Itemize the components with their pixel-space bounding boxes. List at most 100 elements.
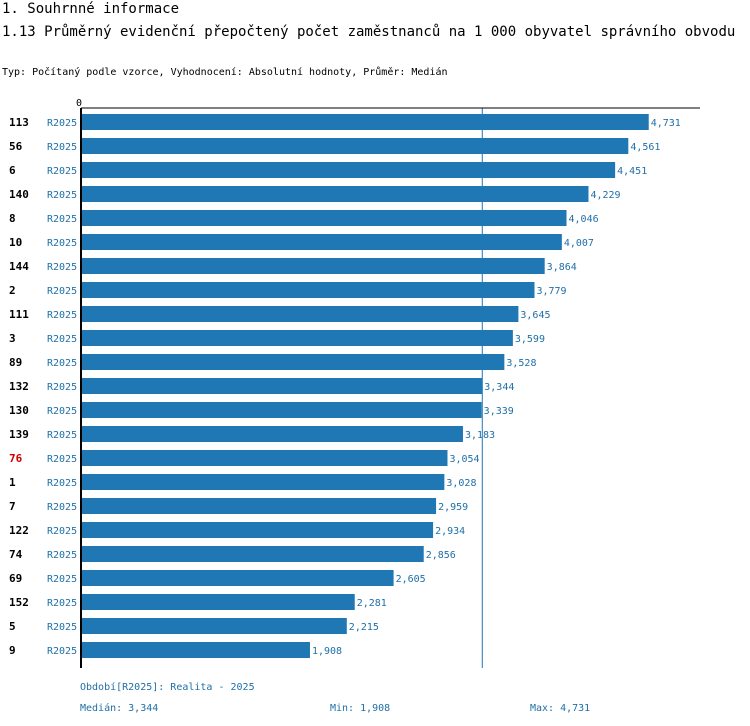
series-label: R2025 bbox=[47, 502, 77, 513]
category-label: 132 bbox=[9, 380, 29, 393]
category-label: 1 bbox=[9, 476, 16, 489]
value-label: 4,046 bbox=[569, 214, 599, 225]
series-label: R2025 bbox=[47, 166, 77, 177]
category-label: 5 bbox=[9, 620, 16, 633]
category-label: 9 bbox=[9, 644, 16, 657]
series-label: R2025 bbox=[47, 334, 77, 345]
category-label: 8 bbox=[9, 212, 16, 225]
series-label: R2025 bbox=[47, 382, 77, 393]
section-title: 1. Souhrnné informace bbox=[2, 1, 180, 17]
bar bbox=[81, 282, 535, 298]
category-label: 144 bbox=[9, 260, 29, 273]
category-label: 140 bbox=[9, 188, 29, 201]
category-label: 89 bbox=[9, 356, 22, 369]
bar bbox=[81, 186, 589, 202]
bar bbox=[81, 522, 434, 538]
series-label: R2025 bbox=[47, 526, 77, 537]
series-label: R2025 bbox=[47, 622, 77, 633]
category-label: 152 bbox=[9, 596, 29, 609]
bar bbox=[81, 330, 513, 346]
category-label: 74 bbox=[9, 548, 23, 561]
chart-subtitle: Typ: Počítaný podle vzorce, Vyhodnocení:… bbox=[2, 67, 448, 78]
category-label: 130 bbox=[9, 404, 29, 417]
category-label: 76 bbox=[9, 452, 23, 465]
value-label: 4,229 bbox=[590, 190, 620, 201]
series-label: R2025 bbox=[47, 574, 77, 585]
x-axis-tick-label: 0 bbox=[76, 98, 82, 109]
value-label: 3,779 bbox=[536, 286, 566, 297]
series-label: R2025 bbox=[47, 550, 77, 561]
series-label: R2025 bbox=[47, 286, 77, 297]
category-label: 69 bbox=[9, 572, 22, 585]
bar bbox=[81, 138, 629, 154]
category-label: 7 bbox=[9, 500, 16, 513]
footer-max: Max: 4,731 bbox=[530, 703, 591, 714]
series-label: R2025 bbox=[47, 238, 77, 249]
category-label: 2 bbox=[9, 284, 16, 297]
bar bbox=[81, 234, 562, 250]
series-label: R2025 bbox=[47, 118, 77, 129]
category-label: 56 bbox=[9, 140, 23, 153]
series-label: R2025 bbox=[47, 142, 77, 153]
value-label: 4,007 bbox=[564, 238, 594, 249]
bar bbox=[81, 570, 394, 586]
bar bbox=[81, 354, 505, 370]
bar bbox=[81, 258, 545, 274]
value-label: 4,731 bbox=[651, 118, 681, 129]
category-label: 6 bbox=[9, 164, 16, 177]
bar bbox=[81, 114, 649, 130]
value-label: 4,561 bbox=[630, 142, 660, 153]
value-label: 3,645 bbox=[520, 310, 550, 321]
category-label: 3 bbox=[9, 332, 16, 345]
bar bbox=[81, 162, 616, 178]
bar bbox=[81, 618, 347, 634]
bar bbox=[81, 546, 424, 562]
category-label: 113 bbox=[9, 116, 29, 129]
bar bbox=[81, 378, 483, 394]
series-label: R2025 bbox=[47, 598, 77, 609]
category-label: 10 bbox=[9, 236, 22, 249]
series-label: R2025 bbox=[47, 190, 77, 201]
footer-min: Min: 1,908 bbox=[330, 703, 391, 714]
bar bbox=[81, 474, 445, 490]
bar bbox=[81, 594, 355, 610]
value-label: 2,215 bbox=[349, 622, 379, 633]
chart-title: 1.13 Průměrný evidenční přepočtený počet… bbox=[2, 24, 736, 40]
footer-period: Období[R2025]: Realita - 2025 bbox=[80, 682, 255, 693]
series-label: R2025 bbox=[47, 214, 77, 225]
category-label: 139 bbox=[9, 428, 29, 441]
value-label: 4,451 bbox=[617, 166, 647, 177]
value-label: 2,605 bbox=[396, 574, 426, 585]
value-label: 3,028 bbox=[446, 478, 476, 489]
series-label: R2025 bbox=[47, 310, 77, 321]
series-label: R2025 bbox=[47, 262, 77, 273]
value-label: 2,959 bbox=[438, 502, 468, 513]
series-label: R2025 bbox=[47, 478, 77, 489]
series-label: R2025 bbox=[47, 646, 77, 657]
value-label: 3,344 bbox=[484, 382, 514, 393]
bar bbox=[81, 306, 519, 322]
value-label: 2,934 bbox=[435, 526, 465, 537]
bar bbox=[81, 210, 567, 226]
value-label: 3,864 bbox=[547, 262, 577, 273]
series-label: R2025 bbox=[47, 406, 77, 417]
value-label: 3,528 bbox=[506, 358, 536, 369]
bar bbox=[81, 402, 482, 418]
footer-median: Medián: 3,344 bbox=[80, 703, 159, 714]
value-label: 2,281 bbox=[357, 598, 387, 609]
value-label: 1,908 bbox=[312, 646, 342, 657]
bar bbox=[81, 450, 448, 466]
value-label: 3,054 bbox=[449, 454, 479, 465]
series-label: R2025 bbox=[47, 454, 77, 465]
category-label: 122 bbox=[9, 524, 29, 537]
bar bbox=[81, 498, 437, 514]
value-label: 2,856 bbox=[426, 550, 456, 561]
bar bbox=[81, 642, 310, 658]
bar-chart: 0 113 R2025 4,731 56 R2025 4,561 6 R2025 4,451 140… bbox=[9, 98, 700, 668]
category-label: 111 bbox=[9, 308, 29, 321]
value-label: 3,339 bbox=[484, 406, 514, 417]
series-label: R2025 bbox=[47, 430, 77, 441]
bar bbox=[81, 426, 463, 442]
value-label: 3,599 bbox=[515, 334, 545, 345]
value-label: 3,183 bbox=[465, 430, 495, 441]
